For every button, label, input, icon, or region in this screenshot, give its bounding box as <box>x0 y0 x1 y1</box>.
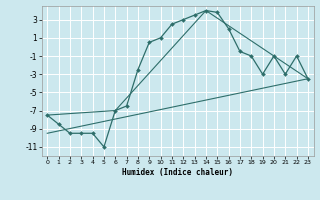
X-axis label: Humidex (Indice chaleur): Humidex (Indice chaleur) <box>122 168 233 177</box>
